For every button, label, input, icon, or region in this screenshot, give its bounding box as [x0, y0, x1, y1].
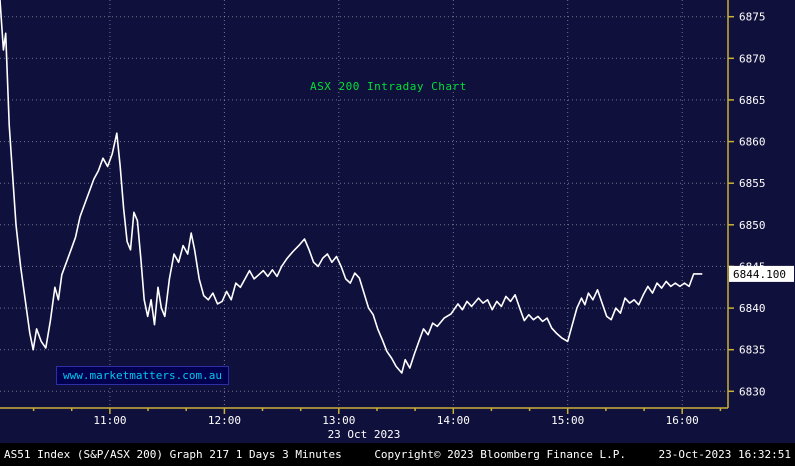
status-security-description: AS51 Index (S&P/ASX 200) Graph 217 1 Day…: [4, 448, 342, 461]
y-axis-tick-label: 6865: [739, 94, 766, 107]
last-price-flag: [729, 265, 794, 282]
intraday-chart-plot: 6830683568406845685068556860686568706875…: [0, 0, 794, 441]
marketmatters-watermark-link[interactable]: www.marketmatters.com.au: [56, 366, 229, 385]
y-axis-tick-label: 6875: [739, 11, 766, 24]
x-axis-tick-label: 13:00: [322, 414, 355, 427]
status-timestamp: 23-Oct-2023 16:32:51: [658, 448, 791, 461]
y-axis-tick-label: 6830: [739, 385, 766, 398]
x-axis-tick-label: 16:00: [666, 414, 699, 427]
price-series-line: [0, 0, 703, 374]
y-axis-tick-label: 6860: [739, 136, 766, 149]
y-axis-tick-label: 6835: [739, 344, 766, 357]
status-bar: AS51 Index (S&P/ASX 200) Graph 217 1 Day…: [0, 443, 795, 466]
status-copyright: Copyright© 2023 Bloomberg Finance L.P.: [374, 448, 626, 461]
y-axis-tick-label: 6855: [739, 177, 766, 190]
x-axis-tick-label: 11:00: [93, 414, 126, 427]
y-axis-tick-label: 6870: [739, 52, 766, 65]
chart-title: ASX 200 Intraday Chart: [310, 80, 467, 93]
x-axis-tick-label: 15:00: [551, 414, 584, 427]
x-axis-tick-label: 12:00: [208, 414, 241, 427]
y-axis-tick-label: 6850: [739, 219, 766, 232]
y-axis-tick-label: 6840: [739, 302, 766, 315]
x-axis-tick-label: 14:00: [437, 414, 470, 427]
last-price-flag-label: 6844.100: [733, 268, 786, 281]
x-axis-date-label: 23 Oct 2023: [328, 428, 401, 441]
